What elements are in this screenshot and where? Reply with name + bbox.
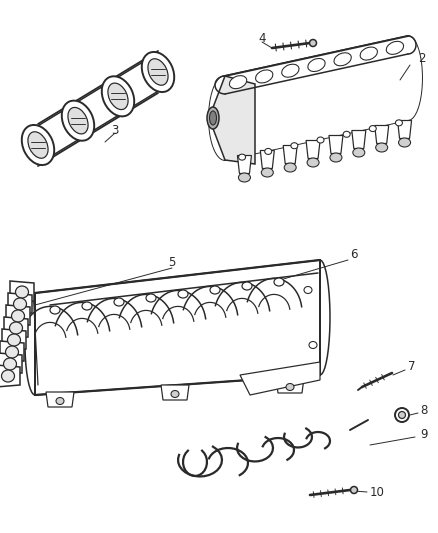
Ellipse shape [334, 53, 351, 66]
Ellipse shape [330, 153, 342, 162]
Polygon shape [4, 317, 28, 339]
Ellipse shape [148, 59, 168, 85]
Ellipse shape [108, 83, 128, 110]
Ellipse shape [142, 52, 174, 92]
Ellipse shape [353, 148, 365, 157]
Ellipse shape [4, 358, 17, 370]
Ellipse shape [274, 278, 284, 286]
Polygon shape [237, 156, 251, 174]
Ellipse shape [386, 42, 403, 54]
Ellipse shape [6, 346, 18, 358]
Text: 10: 10 [370, 486, 385, 498]
Ellipse shape [56, 398, 64, 405]
Ellipse shape [255, 70, 273, 83]
Ellipse shape [210, 286, 220, 294]
Polygon shape [374, 125, 389, 143]
Ellipse shape [207, 107, 219, 129]
Ellipse shape [102, 76, 134, 116]
Ellipse shape [171, 391, 179, 398]
Polygon shape [161, 385, 189, 400]
Ellipse shape [308, 59, 325, 71]
Text: 3: 3 [111, 124, 119, 136]
Polygon shape [6, 305, 30, 327]
Ellipse shape [304, 287, 312, 294]
Ellipse shape [82, 302, 92, 310]
Ellipse shape [395, 408, 409, 422]
Text: 9: 9 [420, 429, 427, 441]
Ellipse shape [68, 108, 88, 134]
Text: 4: 4 [258, 31, 266, 44]
Ellipse shape [265, 148, 272, 155]
Ellipse shape [10, 322, 22, 334]
Ellipse shape [284, 163, 296, 172]
Text: 2: 2 [418, 52, 425, 64]
Polygon shape [8, 293, 32, 315]
Ellipse shape [376, 143, 388, 152]
Ellipse shape [14, 298, 27, 310]
Polygon shape [0, 341, 24, 363]
Ellipse shape [11, 310, 25, 322]
Polygon shape [35, 260, 320, 395]
Polygon shape [10, 281, 34, 303]
Text: 6: 6 [350, 248, 357, 262]
Ellipse shape [50, 306, 60, 314]
Polygon shape [209, 36, 422, 160]
Ellipse shape [350, 487, 357, 494]
Polygon shape [276, 378, 304, 393]
Ellipse shape [28, 132, 48, 158]
Ellipse shape [230, 76, 247, 88]
Ellipse shape [178, 290, 188, 298]
Ellipse shape [239, 154, 246, 160]
Polygon shape [260, 150, 274, 168]
Ellipse shape [22, 125, 54, 165]
Ellipse shape [209, 111, 216, 125]
Ellipse shape [114, 298, 124, 306]
Polygon shape [2, 329, 26, 351]
Ellipse shape [399, 138, 410, 147]
Ellipse shape [261, 168, 273, 177]
Polygon shape [283, 146, 297, 164]
Ellipse shape [15, 286, 28, 298]
Polygon shape [306, 141, 320, 158]
Polygon shape [352, 131, 366, 149]
Ellipse shape [1, 370, 14, 382]
Ellipse shape [286, 384, 294, 391]
Polygon shape [240, 362, 320, 395]
Ellipse shape [7, 334, 21, 346]
Ellipse shape [146, 294, 156, 302]
Ellipse shape [242, 282, 252, 290]
Polygon shape [398, 120, 412, 139]
Polygon shape [46, 392, 74, 407]
Polygon shape [0, 353, 22, 375]
Ellipse shape [238, 173, 251, 182]
Ellipse shape [399, 411, 406, 418]
Ellipse shape [343, 131, 350, 138]
Ellipse shape [62, 101, 94, 141]
Ellipse shape [396, 120, 403, 126]
Polygon shape [209, 76, 255, 164]
Ellipse shape [360, 47, 378, 60]
Ellipse shape [317, 137, 324, 143]
Ellipse shape [309, 342, 317, 349]
Ellipse shape [369, 126, 376, 132]
Text: 5: 5 [168, 255, 176, 269]
Ellipse shape [291, 143, 298, 149]
Polygon shape [329, 135, 343, 154]
Ellipse shape [310, 39, 317, 46]
Text: 8: 8 [420, 403, 427, 416]
Ellipse shape [307, 158, 319, 167]
Ellipse shape [282, 64, 299, 77]
Polygon shape [0, 365, 20, 387]
Text: 7: 7 [408, 360, 416, 374]
